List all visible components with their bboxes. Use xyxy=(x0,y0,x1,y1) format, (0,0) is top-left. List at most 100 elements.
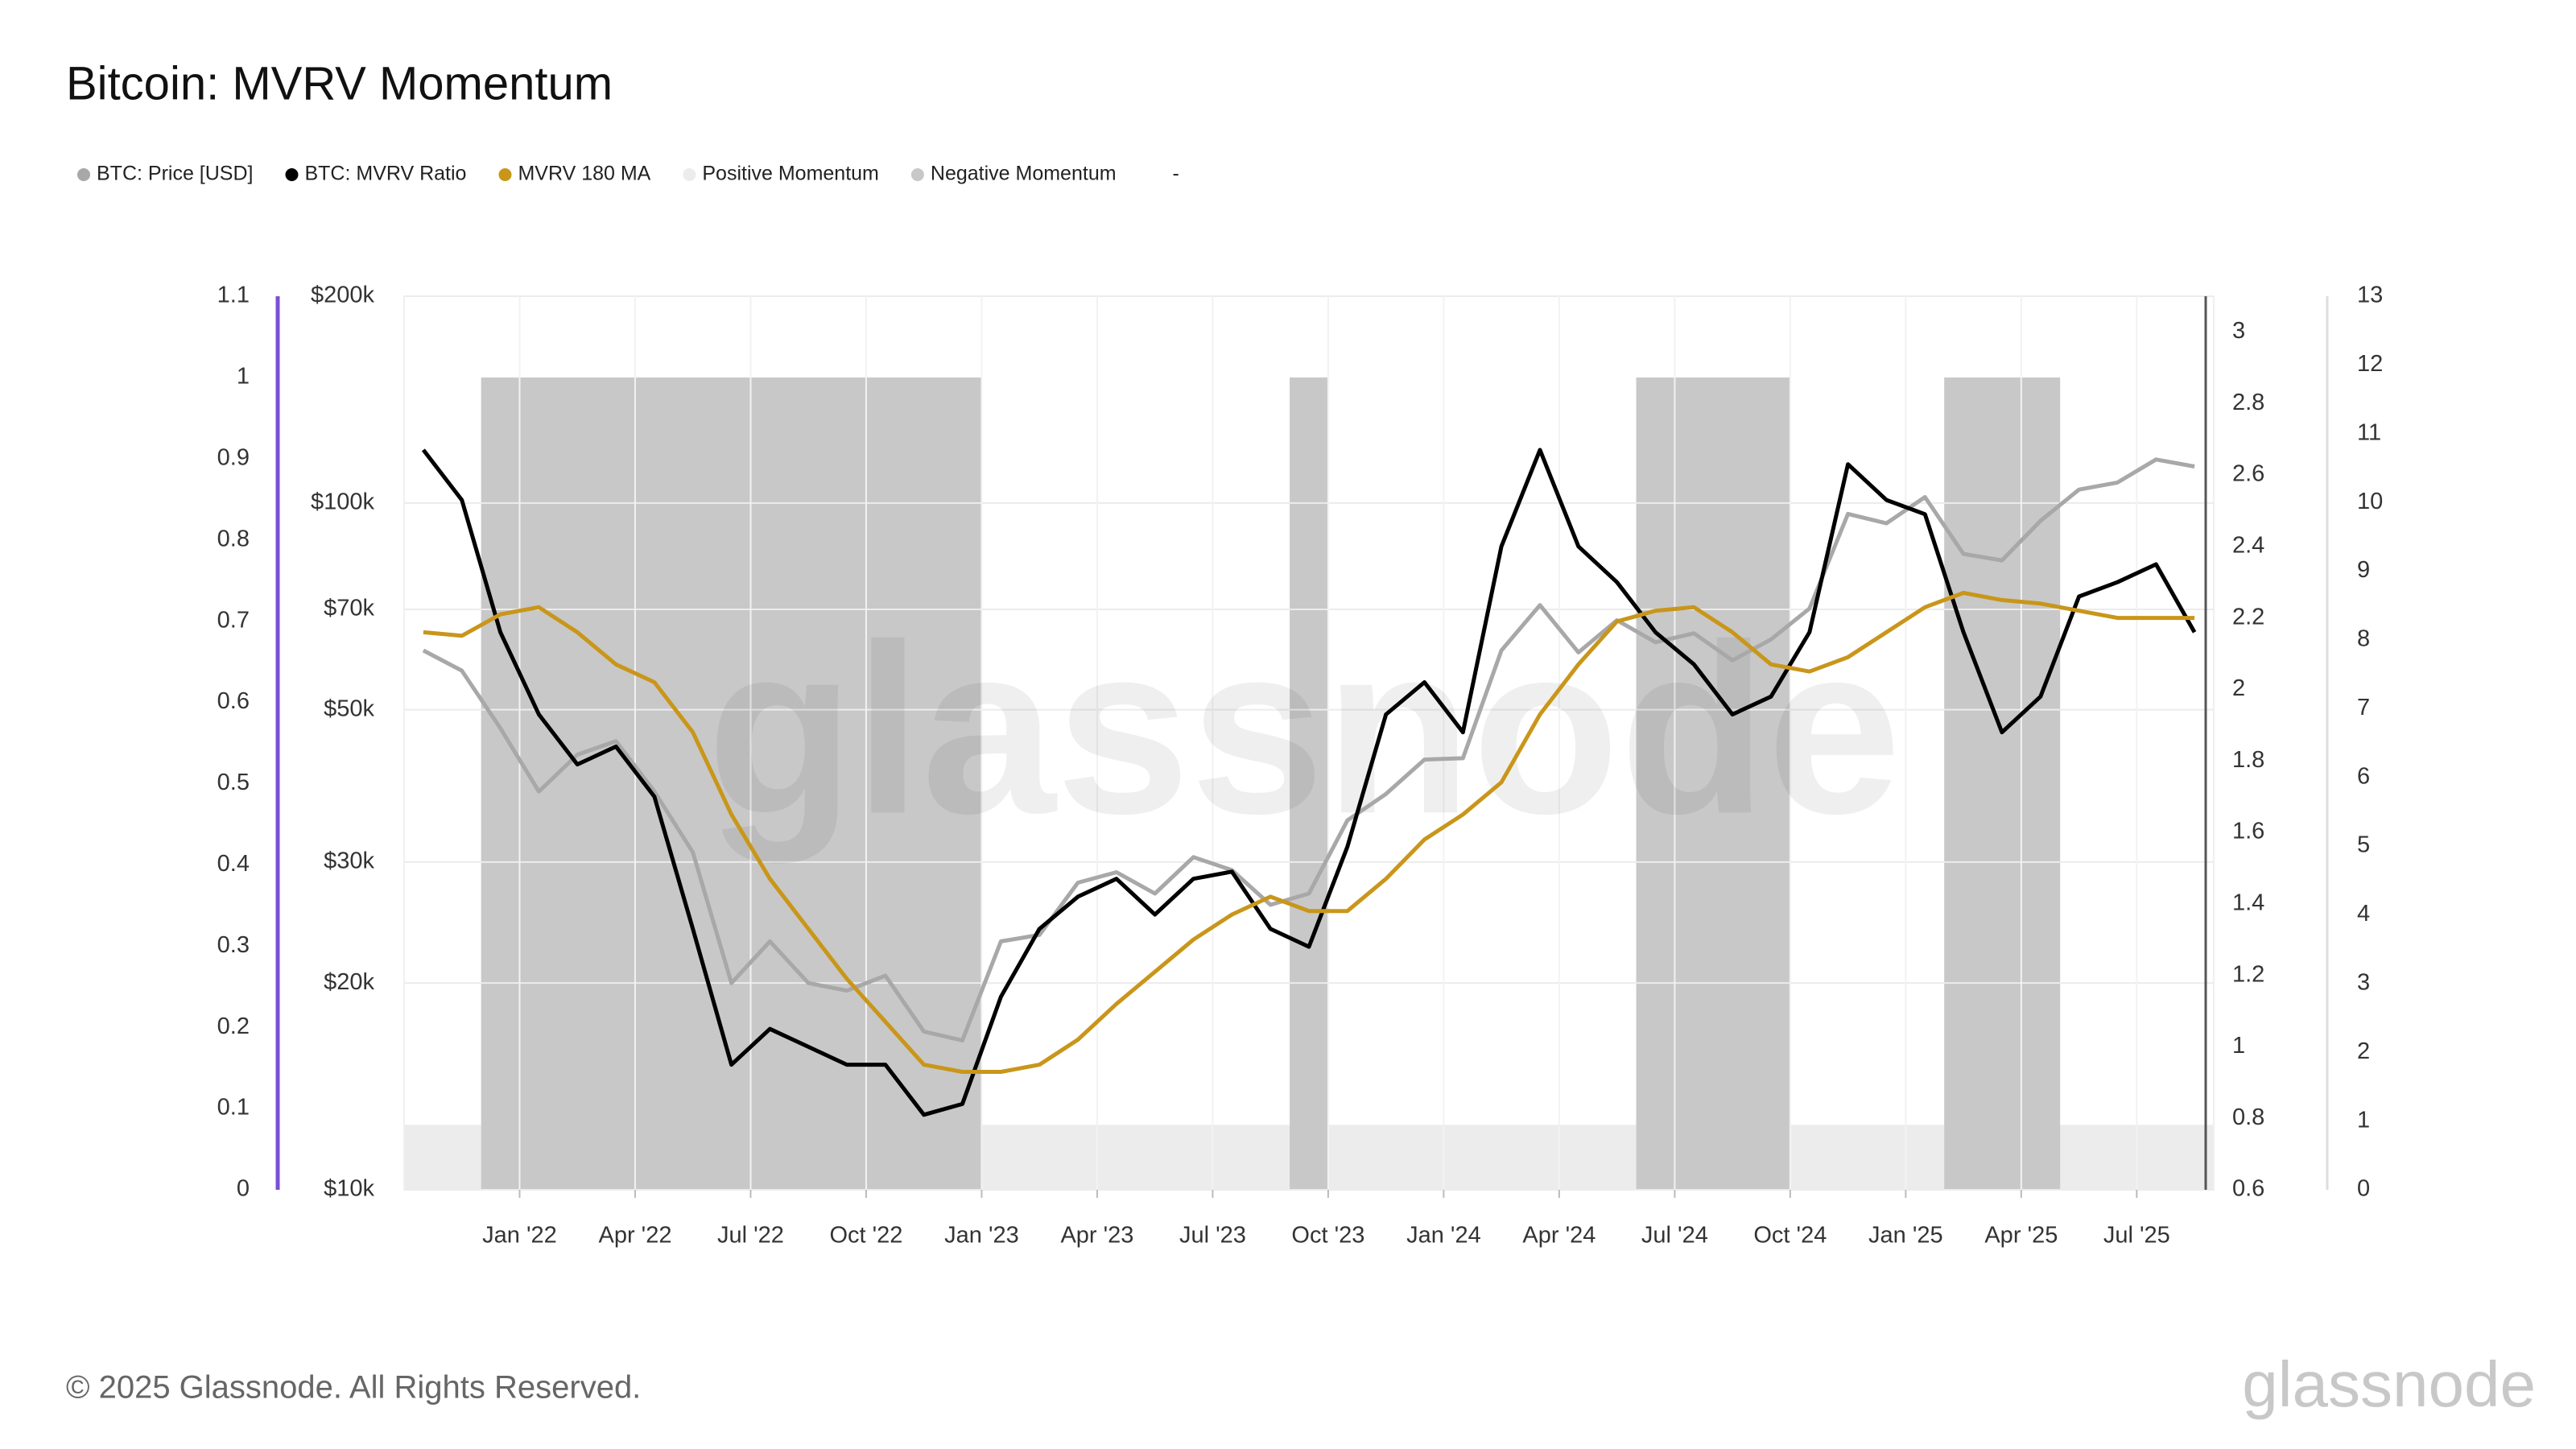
y-tick-label: 0 xyxy=(237,1176,250,1202)
y-tick-label: 0.5 xyxy=(217,770,250,795)
y2-tick-label: 1.4 xyxy=(2232,890,2264,915)
momentum-band xyxy=(1636,377,1675,1191)
momentum-band xyxy=(1752,377,1791,1191)
momentum-band xyxy=(2098,1125,2137,1190)
y4-tick-label: 6 xyxy=(2357,763,2370,789)
momentum-band xyxy=(1597,1125,1637,1190)
momentum-band xyxy=(2136,1125,2176,1190)
momentum-band xyxy=(1905,1125,1945,1190)
x-tick-label: Jul '24 xyxy=(1641,1223,1708,1249)
y4-tick-label: 9 xyxy=(2357,557,2370,583)
legend-label: BTC: MVRV Ratio xyxy=(304,163,466,185)
y-tick-label: 0.8 xyxy=(217,526,250,551)
y-tick-label: 0.1 xyxy=(217,1095,250,1121)
momentum-band xyxy=(1443,1125,1483,1190)
x-tick-label: Jul '25 xyxy=(2103,1223,2170,1249)
y4-tick-label: 7 xyxy=(2357,695,2370,720)
legend-label: MVRV 180 MA xyxy=(518,163,650,185)
y2-tick-label: 0.8 xyxy=(2232,1104,2264,1130)
momentum-band xyxy=(1790,1125,1830,1190)
y-tick-label: 0.6 xyxy=(217,688,250,714)
legend-label: BTC: Price [USD] xyxy=(97,163,253,185)
y2-tick-label: 0.6 xyxy=(2232,1176,2264,1202)
y-tick-label: 0.3 xyxy=(217,932,250,958)
momentum-band xyxy=(1983,377,2022,1191)
y4-tick-label: 1 xyxy=(2357,1107,2370,1133)
legend-swatch xyxy=(77,168,90,181)
y-tick-label: 0.7 xyxy=(217,607,250,633)
x-tick-label: Jul '23 xyxy=(1179,1223,1246,1249)
momentum-band xyxy=(1251,1125,1290,1190)
momentum-band xyxy=(673,377,713,1191)
x-tick-label: Apr '22 xyxy=(598,1223,671,1249)
y2-tick-label: 2.4 xyxy=(2232,532,2264,558)
y2-tick-label: 1 xyxy=(2232,1033,2245,1059)
y4-tick-label: 3 xyxy=(2357,970,2370,996)
y2-tick-label: 2.2 xyxy=(2232,604,2264,630)
momentum-band xyxy=(943,377,982,1191)
momentum-bands xyxy=(404,377,2215,1191)
y-tick-label: 1.1 xyxy=(217,283,250,308)
momentum-band xyxy=(1096,1125,1137,1190)
legend-label: Negative Momentum xyxy=(931,163,1117,185)
momentum-band xyxy=(1059,1125,1098,1190)
y-tick-label: 0.4 xyxy=(217,851,250,877)
momentum-band xyxy=(1020,1125,1059,1190)
x-tick-label: Jan '24 xyxy=(1406,1223,1481,1249)
series-line xyxy=(423,591,2195,1074)
y2-tick-label: 2.8 xyxy=(2232,390,2264,415)
y4-tick-label: 8 xyxy=(2357,626,2370,652)
momentum-band xyxy=(1366,1125,1406,1190)
momentum-band xyxy=(865,377,906,1191)
y4-tick-label: 10 xyxy=(2357,489,2383,514)
y4-tick-label: 4 xyxy=(2357,901,2370,927)
y3-tick-label: $100k xyxy=(311,489,375,514)
momentum-band xyxy=(481,377,520,1191)
momentum-band xyxy=(1558,1125,1599,1190)
legend-swatch xyxy=(910,168,924,181)
momentum-band xyxy=(1944,377,1984,1191)
y3-tick-label: $20k xyxy=(324,969,374,995)
series-line xyxy=(422,457,2195,1042)
x-tick-label: Apr '24 xyxy=(1522,1223,1596,1249)
momentum-band xyxy=(1828,1125,1868,1190)
legend-label: Positive Momentum xyxy=(702,163,879,185)
momentum-band xyxy=(1290,377,1329,1191)
momentum-band xyxy=(2021,377,2061,1191)
momentum-band xyxy=(1867,1125,1906,1190)
y4-tick-label: 5 xyxy=(2357,832,2370,858)
y-tick-label: 0.2 xyxy=(217,1013,250,1039)
x-tick-label: Oct '23 xyxy=(1291,1223,1364,1249)
x-tick-label: Jan '25 xyxy=(1868,1223,1943,1249)
x-tick-label: Apr '25 xyxy=(1984,1223,2058,1249)
watermark: glassnode xyxy=(707,593,1901,865)
y-tick-label: 1 xyxy=(237,364,250,390)
y2-tick-label: 1.2 xyxy=(2232,961,2264,987)
momentum-band xyxy=(750,377,790,1191)
y-tick-label: 0.9 xyxy=(217,444,250,470)
momentum-band xyxy=(519,377,559,1191)
x-tick-label: Jan '23 xyxy=(944,1223,1019,1249)
y2-tick-label: 2.6 xyxy=(2232,461,2264,487)
momentum-band xyxy=(558,377,597,1191)
momentum-band xyxy=(1482,1125,1521,1190)
y3-tick-label: $200k xyxy=(311,283,375,308)
momentum-band xyxy=(634,377,675,1191)
axes: $10k $20k $30k $50k $70k $100k $200k Jan '22 Apr… xyxy=(217,283,2384,1249)
y4-tick-label: 13 xyxy=(2357,283,2383,308)
footer: © 2025 Glassnode. All Rights Reserved. xyxy=(66,1370,641,1406)
momentum-band xyxy=(597,377,636,1191)
x-tick-label: Oct '22 xyxy=(829,1223,902,1249)
y4-tick-label: 11 xyxy=(2357,419,2381,445)
y2-tick-label: 1.8 xyxy=(2232,747,2264,773)
legend-swatch xyxy=(285,168,299,181)
y3-tick-label: $70k xyxy=(324,596,374,621)
momentum-band xyxy=(1327,1125,1368,1190)
series-line xyxy=(421,448,2197,1117)
grid xyxy=(403,295,2215,1191)
momentum-band xyxy=(828,377,867,1191)
logo: glassnode xyxy=(2242,1348,2536,1420)
momentum-band xyxy=(1674,377,1714,1191)
